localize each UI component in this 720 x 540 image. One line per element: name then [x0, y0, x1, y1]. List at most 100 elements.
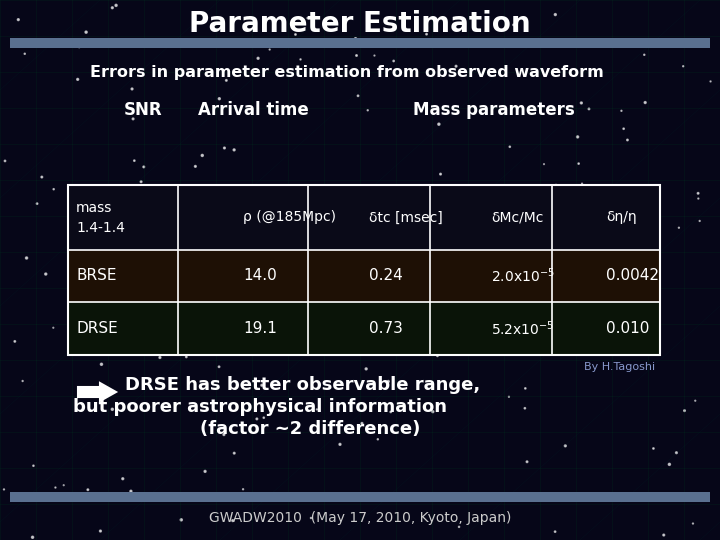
- Point: [372, 435, 384, 443]
- Point: [233, 224, 244, 233]
- Text: δMc/Mc: δMc/Mc: [491, 211, 544, 225]
- Text: DRSE has better observable range,: DRSE has better observable range,: [125, 376, 480, 394]
- Point: [334, 440, 346, 449]
- Point: [125, 487, 137, 496]
- Point: [302, 265, 313, 273]
- Point: [211, 341, 222, 350]
- Point: [12, 15, 24, 24]
- Point: [452, 328, 464, 336]
- Point: [398, 336, 410, 345]
- Point: [693, 189, 704, 198]
- Point: [126, 85, 138, 93]
- Point: [181, 353, 192, 361]
- Point: [687, 519, 698, 528]
- Point: [618, 124, 629, 133]
- Point: [58, 481, 69, 490]
- Text: 19.1: 19.1: [243, 321, 277, 336]
- Point: [361, 364, 372, 373]
- Text: (factor ~2 difference): (factor ~2 difference): [200, 420, 420, 438]
- Point: [9, 337, 21, 346]
- Text: BRSE: BRSE: [76, 268, 117, 284]
- Point: [369, 51, 380, 60]
- Point: [362, 106, 374, 114]
- Point: [174, 235, 185, 244]
- Point: [256, 381, 268, 389]
- Point: [637, 342, 649, 350]
- Point: [154, 353, 166, 362]
- Point: [450, 62, 462, 71]
- Point: [204, 217, 215, 225]
- Point: [364, 327, 376, 335]
- Point: [427, 407, 438, 416]
- Point: [81, 28, 92, 37]
- Bar: [10, 492, 710, 502]
- Point: [690, 396, 701, 405]
- Point: [591, 184, 603, 192]
- Bar: [68, 302, 660, 355]
- Point: [426, 272, 437, 280]
- Point: [487, 249, 498, 258]
- Point: [639, 98, 651, 107]
- Point: [107, 405, 118, 414]
- Point: [223, 68, 235, 76]
- Text: Errors in parameter estimation from observed waveform: Errors in parameter estimation from obse…: [90, 64, 604, 79]
- Point: [576, 179, 588, 188]
- Point: [94, 526, 106, 535]
- Point: [228, 146, 240, 154]
- Point: [350, 35, 361, 43]
- Text: mass: mass: [76, 200, 112, 214]
- Point: [549, 528, 561, 536]
- Point: [539, 160, 550, 168]
- Text: 14.0: 14.0: [243, 268, 276, 284]
- Point: [138, 229, 149, 238]
- Point: [147, 246, 158, 255]
- Point: [454, 523, 465, 531]
- Point: [433, 120, 445, 129]
- Point: [65, 236, 76, 245]
- Point: [616, 106, 627, 115]
- Point: [521, 457, 533, 466]
- Point: [82, 485, 94, 494]
- Point: [425, 208, 436, 217]
- Point: [36, 173, 48, 181]
- Point: [648, 444, 660, 453]
- Point: [371, 305, 382, 313]
- Point: [252, 54, 264, 63]
- Point: [81, 333, 92, 341]
- Point: [127, 114, 139, 123]
- Point: [110, 1, 122, 10]
- Point: [227, 516, 238, 525]
- Text: Arrival time: Arrival time: [197, 101, 308, 119]
- Point: [352, 91, 364, 100]
- Point: [550, 180, 562, 189]
- Point: [368, 284, 379, 293]
- Point: [176, 516, 187, 524]
- Bar: [68, 185, 660, 355]
- Point: [593, 193, 605, 202]
- Point: [238, 485, 249, 494]
- Text: 0.0042: 0.0042: [606, 268, 659, 284]
- Point: [649, 194, 660, 202]
- Point: [159, 228, 171, 237]
- Point: [289, 30, 301, 39]
- Point: [552, 490, 564, 499]
- Text: 0.73: 0.73: [369, 321, 403, 336]
- Point: [251, 415, 263, 423]
- Point: [583, 105, 595, 113]
- Point: [0, 485, 10, 494]
- Point: [0, 157, 11, 165]
- Point: [305, 514, 317, 522]
- Point: [117, 475, 129, 483]
- Point: [96, 360, 107, 369]
- Point: [572, 133, 583, 141]
- Text: ρ (@185Mpc): ρ (@185Mpc): [243, 211, 336, 225]
- Point: [323, 187, 334, 196]
- Text: but poorer astrophysical information: but poorer astrophysical information: [73, 398, 447, 416]
- Point: [559, 442, 571, 450]
- Point: [78, 195, 89, 204]
- Point: [549, 10, 561, 19]
- Text: Parameter Estimation: Parameter Estimation: [189, 10, 531, 38]
- Point: [504, 143, 516, 151]
- Point: [258, 414, 269, 422]
- Point: [138, 163, 150, 171]
